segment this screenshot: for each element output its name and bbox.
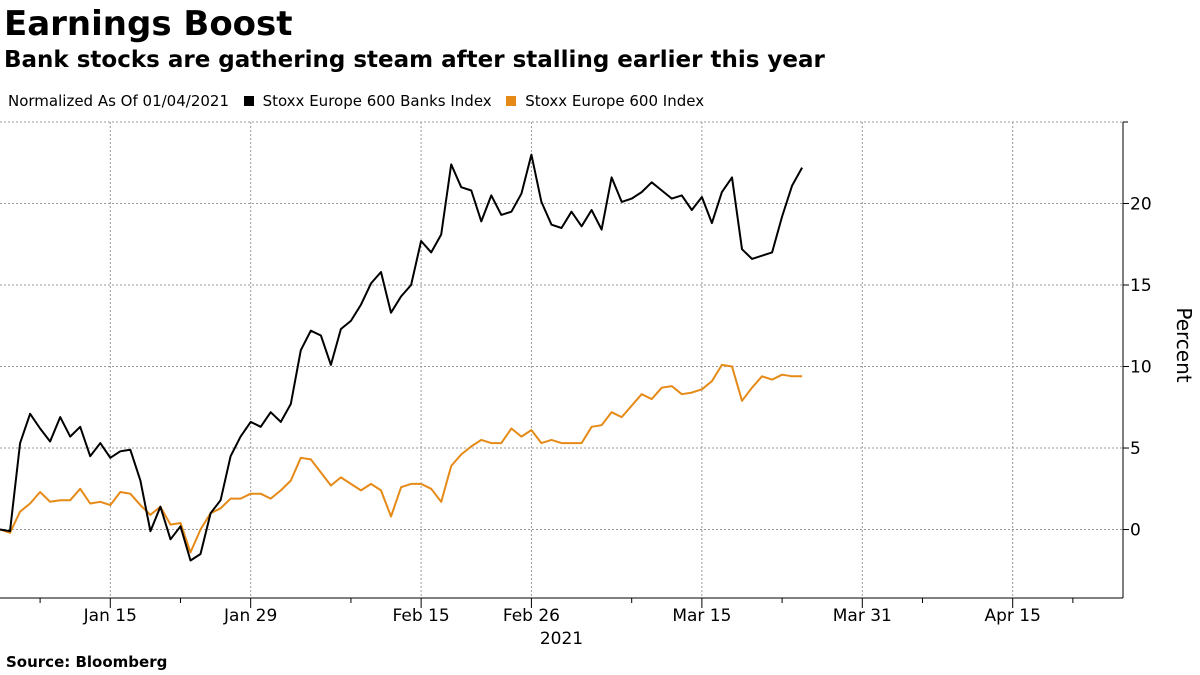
x-tick-label: Mar 15 — [672, 606, 731, 626]
legend-label-banks: Stoxx Europe 600 Banks Index — [262, 91, 492, 110]
x-tick-label: Jan 29 — [223, 606, 277, 626]
series-line-stoxx600 — [0, 363, 803, 554]
chart-subtitle: Bank stocks are gathering steam after st… — [4, 47, 825, 73]
source-note: Source: Bloomberg — [6, 653, 168, 671]
x-tick-label: Mar 31 — [833, 606, 892, 626]
gridlines — [0, 121, 1123, 598]
series-group — [0, 153, 803, 562]
legend: Normalized As Of 01/04/2021 Stoxx Europe… — [8, 90, 704, 111]
y-tick-label: 20 — [1130, 195, 1152, 215]
legend-swatch-banks — [243, 95, 254, 106]
x-tick-label: Feb 15 — [393, 606, 450, 626]
y-tick-label: 15 — [1130, 276, 1152, 296]
y-tick-label: 10 — [1130, 358, 1152, 378]
y-tick-label: 5 — [1130, 439, 1141, 459]
x-tick-label: Jan 15 — [83, 606, 137, 626]
x-tick-label: Feb 26 — [503, 606, 560, 626]
x-tick-label: Apr 15 — [984, 606, 1040, 626]
series-line-banks — [0, 153, 803, 562]
legend-swatch-stoxx600 — [506, 95, 517, 106]
chart-title: Earnings Boost — [4, 4, 293, 44]
y-tick-label: 0 — [1130, 521, 1141, 541]
axes: 0 5 10 15 20 Jan 15 Jan 29 Feb 15 Feb 26 Mar 15 Ma… — [0, 121, 1152, 626]
y-axis-label: Percent — [1172, 307, 1196, 382]
legend-label-stoxx600: Stoxx Europe 600 Index — [525, 91, 705, 110]
legend-note: Normalized As Of 01/04/2021 — [8, 91, 229, 110]
year-label: 2021 — [540, 629, 583, 649]
